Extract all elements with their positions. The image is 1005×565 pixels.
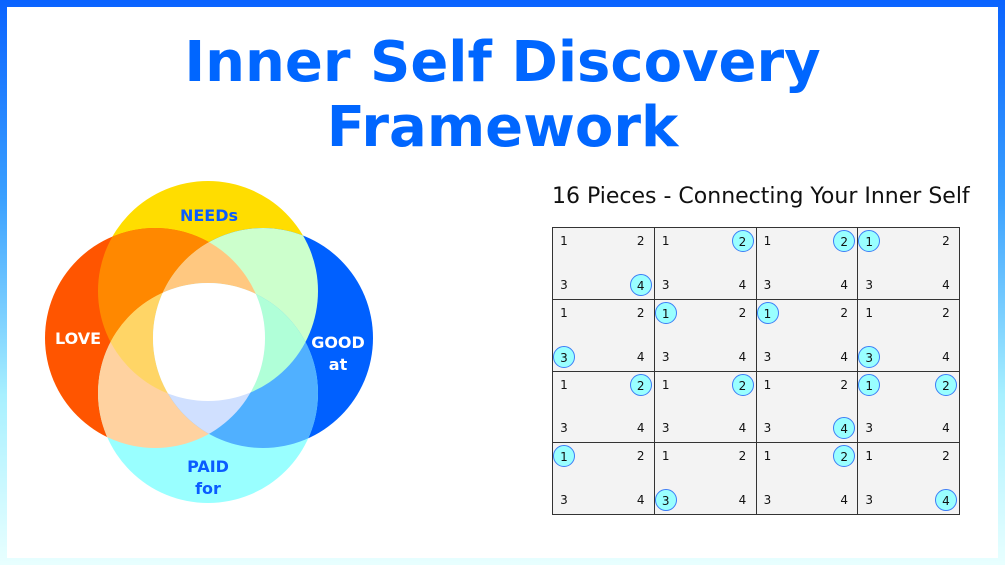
piece-number: 2 xyxy=(840,377,849,392)
piece-number: 4 xyxy=(840,349,849,364)
piece-number: 1 xyxy=(763,377,772,392)
piece-number: 3 xyxy=(661,349,670,364)
highlighted-piece-number: 3 xyxy=(858,345,881,368)
highlighted-piece-number: 2 xyxy=(935,373,957,396)
piece-number: 1 xyxy=(661,449,670,464)
grid-cell: 1 2 3 4 xyxy=(653,442,757,515)
piece-number: 3 xyxy=(865,277,874,292)
piece-number: 4 xyxy=(738,421,747,436)
highlighted-piece-number: 1 xyxy=(756,301,779,324)
piece-number: 3 xyxy=(763,349,772,364)
highlighted-piece-number: 2 xyxy=(833,445,856,468)
piece-number: 4 xyxy=(840,277,849,292)
grid-cell: 1 2 3 4 xyxy=(653,298,757,372)
piece-number: 4 xyxy=(636,493,645,507)
highlighted-piece-number: 4 xyxy=(833,417,856,440)
piece-number: 2 xyxy=(636,305,645,320)
piece-number: 3 xyxy=(865,421,874,436)
piece-number: 4 xyxy=(636,421,645,436)
piece-number: 1 xyxy=(560,377,568,392)
piece-number: 2 xyxy=(636,234,645,248)
grid-cell: 1 2 3 4 xyxy=(552,442,655,515)
highlighted-piece-number: 1 xyxy=(858,230,881,252)
grid-cell: 1 2 3 4 xyxy=(857,227,960,300)
highlighted-piece-number: 2 xyxy=(629,373,652,396)
piece-number: 3 xyxy=(661,421,670,436)
piece-number: 3 xyxy=(560,493,568,507)
piece-number: 1 xyxy=(865,449,874,464)
highlighted-piece-number: 2 xyxy=(731,230,754,252)
grid-cell: 1 2 3 4 xyxy=(755,298,859,372)
highlighted-piece-number: 4 xyxy=(629,273,652,296)
piece-number: 2 xyxy=(942,234,950,248)
label-love: LOVE xyxy=(55,329,101,348)
grid-cell: 1 2 3 4 xyxy=(857,442,960,515)
piece-number: 2 xyxy=(942,305,950,320)
grid-cell: 1 2 3 4 xyxy=(552,298,655,372)
highlighted-piece-number: 1 xyxy=(553,445,575,468)
label-good-at: GOOD xyxy=(311,333,365,352)
piece-number: 2 xyxy=(738,449,747,464)
piece-number: 1 xyxy=(865,305,874,320)
piece-number: 1 xyxy=(763,449,772,464)
grid-cell: 1 2 3 4 xyxy=(755,227,859,300)
piece-number: 4 xyxy=(942,349,950,364)
piece-number: 1 xyxy=(560,305,568,320)
label-paid-for: for xyxy=(195,479,221,498)
grid-cell: 1 2 3 4 xyxy=(755,442,859,515)
grid-cell: 1 2 3 4 xyxy=(552,227,655,300)
highlighted-piece-number: 4 xyxy=(935,489,957,511)
piece-number: 3 xyxy=(560,277,568,292)
piece-number: 4 xyxy=(840,493,849,507)
piece-number: 1 xyxy=(661,234,670,248)
piece-number: 3 xyxy=(763,277,772,292)
piece-number: 3 xyxy=(865,493,874,507)
piece-number: 3 xyxy=(763,421,772,436)
piece-number: 1 xyxy=(560,234,568,248)
piece-number: 3 xyxy=(763,493,772,507)
highlighted-piece-number: 3 xyxy=(654,489,677,511)
piece-number: 4 xyxy=(942,421,950,436)
piece-number: 3 xyxy=(661,277,670,292)
piece-number: 1 xyxy=(763,234,772,248)
piece-number: 4 xyxy=(738,349,747,364)
highlighted-piece-number: 3 xyxy=(553,345,575,368)
grid-cell: 1 2 3 4 xyxy=(653,227,757,300)
label-paid-for: PAID xyxy=(187,457,229,476)
highlighted-piece-number: 2 xyxy=(731,373,754,396)
grid-cell: 1 2 3 4 xyxy=(755,370,859,444)
grid-cell: 1 2 3 4 xyxy=(552,370,655,444)
grid-cell: 1 2 3 4 xyxy=(857,298,960,372)
piece-number: 2 xyxy=(942,449,950,464)
page-title: Inner Self Discovery Framework xyxy=(184,30,821,160)
label-good-at: at xyxy=(329,355,348,374)
piece-number: 1 xyxy=(661,377,670,392)
piece-number: 3 xyxy=(560,421,568,436)
grid-title: 16 Pieces - Connecting Your Inner Self xyxy=(552,184,970,209)
piece-number: 4 xyxy=(738,493,747,507)
label-needs: NEEDs xyxy=(180,206,238,225)
grid-cell: 1 2 3 4 xyxy=(653,370,757,444)
piece-number: 4 xyxy=(636,349,645,364)
piece-number: 4 xyxy=(738,277,747,292)
piece-number: 2 xyxy=(840,305,849,320)
overlap-center xyxy=(153,283,265,401)
piece-number: 4 xyxy=(942,277,950,292)
piece-number: 2 xyxy=(636,449,645,464)
grid-cell: 1 2 3 4 xyxy=(857,370,960,444)
highlighted-piece-number: 1 xyxy=(654,301,677,324)
highlighted-piece-number: 1 xyxy=(858,373,881,396)
piece-number: 2 xyxy=(738,305,747,320)
highlighted-piece-number: 2 xyxy=(833,230,856,252)
